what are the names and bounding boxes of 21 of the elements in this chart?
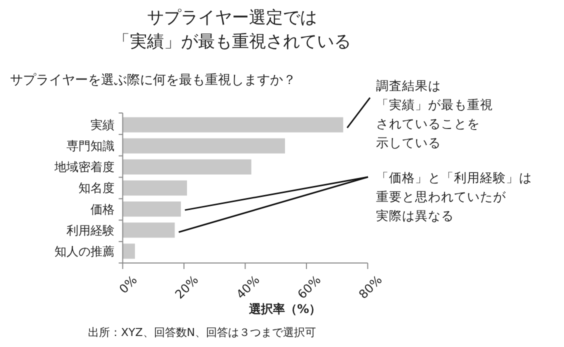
annotation: 調査結果は「実績」が最も重視されていることを示している	[376, 78, 493, 150]
text: 出所：XYZ、回答数N、回答は３つまで選択可	[88, 326, 316, 339]
bar	[122, 138, 286, 154]
bar	[122, 244, 135, 259]
y-tick-label: 知名度	[78, 181, 115, 196]
bar	[122, 222, 175, 238]
bar	[122, 159, 252, 175]
bar	[122, 117, 344, 132]
y-tick-label: 地域密着度	[54, 160, 115, 174]
bar	[122, 201, 181, 217]
y-tick-label: 専門知識	[66, 139, 115, 154]
y-tick-label: 実績	[90, 118, 115, 132]
bar	[122, 180, 188, 196]
chart-title: サプライヤー選定では「実績」が最も重視されている	[113, 8, 351, 52]
y-tick-label: 知人の推薦	[54, 244, 115, 258]
x-axis-title: 選択率（%）	[248, 302, 322, 316]
y-tick-label: 価格	[90, 202, 115, 216]
y-tick-label: 利用経験	[66, 223, 115, 238]
annotation: 「価格」と「利用経験」は重要と思われていたが実際は異なる	[376, 170, 532, 223]
x-tick-label: 0%	[116, 272, 140, 296]
chart-subtitle: サプライヤーを選ぶ際に何を最も重視しますか？	[10, 73, 296, 88]
